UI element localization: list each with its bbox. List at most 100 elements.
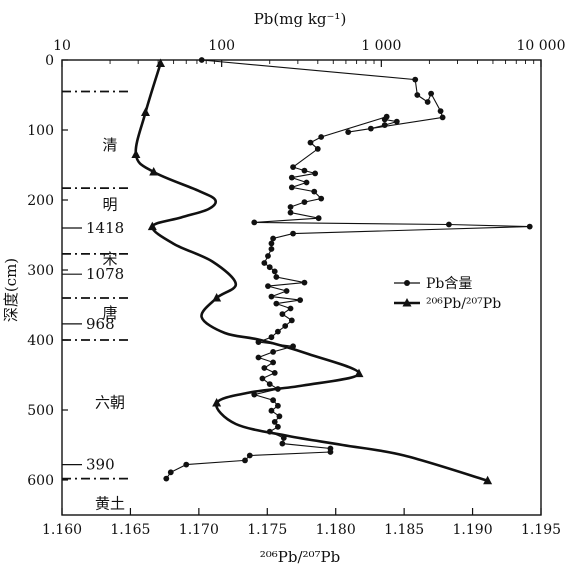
pb-marker <box>246 452 253 459</box>
pb-line <box>165 59 530 479</box>
pb-marker <box>307 139 314 146</box>
pb-marker <box>301 279 308 286</box>
pb-marker <box>526 223 533 230</box>
pb-marker <box>268 246 275 252</box>
ratio-marker <box>212 293 222 302</box>
pb-marker <box>274 386 281 392</box>
bottom-tick-label: 1.190 <box>453 522 493 538</box>
bottom-tick-label: 1.160 <box>42 522 82 538</box>
pb-marker <box>446 221 452 228</box>
bottom-tick-label: 1.195 <box>521 522 561 538</box>
bottom-tick-label: 1.170 <box>179 522 219 538</box>
pb-marker <box>273 274 280 280</box>
pb-marker <box>428 90 435 97</box>
depth-axis-title: 深度(cm) <box>2 258 20 322</box>
period-label: 六朝 <box>95 394 125 412</box>
pb-marker <box>268 293 275 300</box>
pb-marker <box>287 305 294 312</box>
pb-marker <box>303 179 310 186</box>
period-label: 唐 <box>102 304 117 322</box>
bottom-axis-title: ²⁰⁶Pb/²⁰⁷Pb <box>260 548 341 566</box>
legend-pb-marker <box>404 280 410 286</box>
year-mark-label: 1078 <box>86 265 124 283</box>
year-marks: 1418 1078 968 390 <box>62 219 124 474</box>
pb-marker <box>271 419 278 425</box>
pb-marker <box>318 134 325 140</box>
pb-marker <box>167 469 174 476</box>
bottom-tick-label: 1.180 <box>316 522 356 538</box>
period-label: 明 <box>102 196 117 214</box>
pb-marker <box>345 129 352 136</box>
year-mark-label: 1418 <box>86 219 124 237</box>
pb-marker <box>383 113 390 120</box>
pb-marker <box>288 174 295 181</box>
pb-marker <box>273 300 280 307</box>
pb-marker <box>393 118 400 125</box>
pb-marker <box>290 230 296 237</box>
depth-tick-label: 400 <box>27 333 54 349</box>
pb-marker <box>274 328 281 335</box>
pb-marker <box>312 170 319 177</box>
series-pb <box>163 57 533 482</box>
pb-marker <box>414 92 421 98</box>
pb-marker <box>439 114 446 121</box>
plot-frame <box>61 59 542 516</box>
bottom-axis-ticks: 1.160 1.165 1.170 1.175 1.180 1.185 1.190 1.195 <box>42 508 561 538</box>
top-tick-label: 100 <box>208 38 235 54</box>
pb-marker <box>290 164 296 171</box>
pb-marker <box>261 365 268 371</box>
bottom-tick-label: 1.185 <box>384 522 424 538</box>
pb-marker <box>280 435 287 441</box>
pb-marker <box>279 311 286 317</box>
pb-marker <box>287 209 294 216</box>
depth-tick-label: 300 <box>27 263 54 279</box>
pb-marker <box>163 475 170 482</box>
depth-tick-label: 0 <box>45 53 54 69</box>
top-tick-label: 1 000 <box>361 38 401 54</box>
pb-marker <box>268 407 275 414</box>
pb-marker <box>288 184 295 191</box>
bottom-tick-label: 1.165 <box>110 522 150 538</box>
pb-marker <box>242 457 248 464</box>
year-mark-label: 390 <box>86 456 115 474</box>
depth-tick-label: 500 <box>27 403 54 419</box>
pb-marker <box>318 195 325 202</box>
pb-marker <box>276 413 283 420</box>
pb-marker <box>297 297 304 303</box>
legend-pb-label: Pb含量 <box>426 276 472 292</box>
top-axis-ticks: 10 100 1 000 10 000 <box>53 38 566 67</box>
ratio-marker <box>483 475 493 485</box>
period-label: 黄土 <box>95 494 125 512</box>
period-boundaries <box>62 90 130 480</box>
pb-marker <box>271 268 278 275</box>
pb-marker <box>198 57 205 63</box>
pb-marker <box>259 375 266 382</box>
ratio-marker <box>354 368 364 378</box>
pb-marker <box>270 397 277 404</box>
pb-marker <box>255 354 262 361</box>
pb-marker <box>271 370 278 376</box>
ratio-marker <box>140 107 150 116</box>
pb-marker <box>270 359 277 366</box>
pb-marker <box>274 402 281 409</box>
pb-marker <box>282 323 289 329</box>
pb-marker <box>367 125 374 132</box>
pb-marker <box>381 122 388 128</box>
period-label: 宋 <box>102 250 117 268</box>
top-tick-label: 10 000 <box>517 38 566 54</box>
depth-tick-label: 200 <box>27 193 54 209</box>
pb-marker <box>412 76 419 83</box>
pb-marker <box>311 188 318 195</box>
bottom-tick-label: 1.175 <box>247 522 287 538</box>
pb-marker <box>274 423 281 430</box>
pb-marker <box>301 167 308 174</box>
pb-marker <box>315 215 322 222</box>
depth-tick-label: 600 <box>27 473 54 489</box>
pb-marker <box>261 260 268 266</box>
ratio-marker <box>156 58 166 67</box>
pb-marker <box>301 199 308 206</box>
pb-marker <box>327 449 334 455</box>
depth-tick-label: 100 <box>27 123 54 139</box>
pb-marker <box>314 146 321 152</box>
